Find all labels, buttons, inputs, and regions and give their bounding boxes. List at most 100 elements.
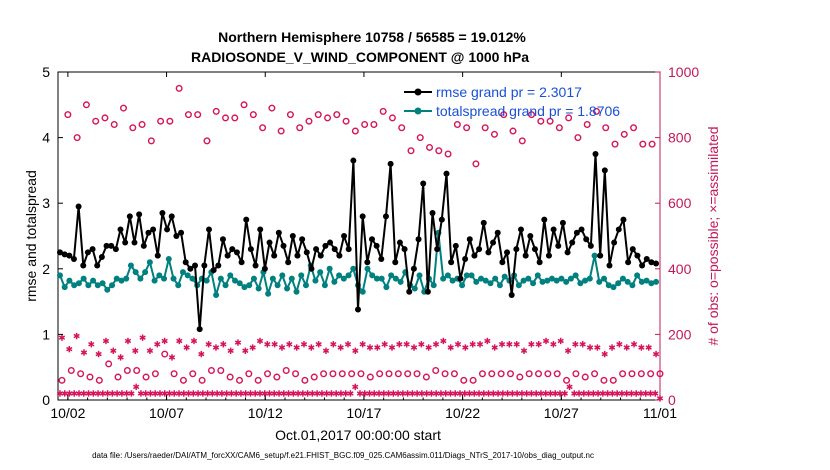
rmse-point — [373, 242, 380, 249]
rmse-point — [606, 262, 613, 269]
totalspread-point — [302, 282, 309, 289]
obs-assimilated-low-point — [652, 390, 659, 397]
obs-assimilated-point — [447, 344, 454, 351]
rmse-point — [94, 262, 101, 269]
obs-possible-point — [231, 114, 239, 122]
rmse-point — [210, 267, 217, 274]
totalspread-point — [416, 272, 423, 279]
obs-assimilated-point — [623, 344, 630, 351]
y-right-tick-label: 400 — [668, 261, 692, 277]
rmse-point — [541, 216, 548, 223]
x-tick-label: 10/12 — [248, 405, 283, 421]
obs-assimilated-point — [315, 341, 322, 348]
obs-possible-point — [426, 143, 434, 151]
obs-possible-point — [175, 84, 183, 92]
totalspread-point — [397, 278, 404, 285]
obs-assimilated-point — [161, 337, 168, 345]
obs-assimilated-point — [352, 347, 359, 354]
rmse-point — [341, 233, 348, 239]
rmse-point — [499, 259, 506, 266]
totalspread-point — [440, 275, 447, 282]
y-axis-right-label: # of obs: o=possible; ×=assimilated — [705, 126, 721, 345]
obs-possible-low-point — [348, 370, 356, 378]
totalspread-point — [274, 282, 281, 289]
rmse-point — [224, 252, 231, 259]
obs-assimilated-point — [550, 341, 557, 348]
obs-possible-low-point — [320, 370, 328, 378]
rmse-series — [56, 151, 660, 333]
rmse-point — [490, 239, 497, 246]
obs-possible-point — [64, 111, 72, 119]
obs-assimilated-point — [249, 344, 256, 351]
obs-assimilated-point — [212, 344, 220, 351]
totalspread-point — [94, 282, 101, 289]
obs-possible-point — [472, 160, 480, 168]
totalspread-point — [383, 284, 390, 291]
obs-assimilated-point — [286, 341, 293, 348]
rmse-point — [471, 252, 478, 259]
x-tick-label: 10/17 — [346, 405, 381, 421]
rmse-point — [396, 239, 403, 246]
obs-possible-low-point — [207, 366, 215, 374]
totalspread-point — [336, 272, 343, 279]
rmse-point — [271, 252, 278, 259]
y-left-tick-label: 1 — [42, 326, 50, 342]
obs-possible-point — [184, 111, 192, 119]
totalspread-point — [567, 275, 574, 282]
rmse-point — [126, 213, 133, 220]
obs-assimilated-point — [506, 341, 513, 348]
rmse-point — [168, 213, 175, 220]
x-axis: 10/02 10/07 10/12 10/17 10/22 10/27 11/01 — [50, 72, 677, 421]
rmse-point — [150, 226, 157, 233]
totalspread-point — [321, 282, 328, 289]
totalspread-point — [520, 277, 527, 284]
chart-title-line2: RADIOSONDE_V_WIND_COMPONENT @ 1000 hPa — [191, 49, 529, 65]
rmse-point — [89, 246, 96, 253]
y-right-tick-label: 0 — [668, 392, 676, 408]
obs-assimilated-point — [322, 347, 330, 354]
totalspread-point — [586, 275, 593, 282]
obs-assimilated-point — [66, 345, 73, 353]
obs-possible-low-point — [123, 366, 131, 374]
obs-possible-low-point — [226, 373, 234, 381]
obs-assimilated-point — [652, 350, 660, 358]
totalspread-point — [317, 269, 324, 276]
totalspread-point — [127, 262, 134, 269]
obs-possible-low-point — [581, 373, 589, 381]
totalspread-point — [113, 275, 120, 282]
rmse-point — [438, 216, 445, 223]
totalspread-point — [179, 269, 186, 276]
obs-assimilated-point — [469, 341, 476, 348]
totalspread-point — [175, 282, 182, 289]
rmse-point — [247, 246, 254, 253]
totalspread-point — [563, 278, 570, 285]
rmse-point — [583, 236, 590, 243]
obs-assimilated-point — [264, 341, 271, 348]
rmse-point — [434, 246, 441, 253]
totalspread-point — [468, 272, 475, 279]
rmse-point — [359, 213, 366, 220]
rmse-point — [550, 226, 557, 233]
rmse-point — [401, 246, 408, 253]
rmse-point — [429, 210, 436, 217]
rmse-point — [443, 170, 450, 177]
obs-possible-point — [324, 114, 332, 122]
rmse-point — [187, 265, 194, 272]
totalspread-point — [184, 272, 191, 279]
totalspread-point — [165, 255, 172, 262]
rmse-point — [611, 239, 618, 246]
obs-possible-low-point — [469, 376, 477, 384]
rmse-point — [56, 249, 63, 256]
y-left-tick-label: 0 — [42, 392, 50, 408]
obs-assimilated-point — [476, 341, 484, 348]
obs-possible-point — [212, 107, 220, 115]
rmse-point — [518, 226, 525, 233]
rmse-point — [392, 259, 399, 266]
y-left-tick-label: 4 — [42, 130, 50, 146]
obs-possible-low-point — [572, 370, 580, 378]
rmse-point — [415, 236, 422, 243]
rmse-point — [215, 262, 222, 269]
obs-possible-low-point — [609, 376, 617, 384]
obs-possible-low-point — [628, 370, 636, 378]
obs-assimilated-point — [498, 341, 506, 348]
